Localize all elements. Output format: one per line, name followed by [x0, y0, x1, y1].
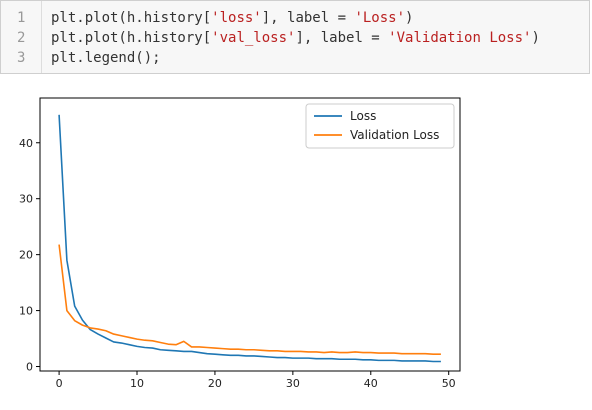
y-tick-label: 10 [19, 305, 33, 318]
code-token: ) [405, 10, 414, 26]
x-tick-label: 50 [442, 377, 456, 390]
code-token: ) [531, 30, 540, 46]
x-tick-label: 10 [130, 377, 144, 390]
legend [305, 103, 455, 149]
y-tick-label: 20 [19, 249, 33, 262]
code-token: plt.legend(); [51, 50, 161, 66]
x-tick-label: 20 [208, 377, 222, 390]
line-chart: 0 10 20 30 40 50 0 10 20 30 40 Loss Validation Loss [19, 97, 461, 390]
code-text: plt.legend(); [51, 48, 161, 68]
line-number: 1 [17, 10, 26, 26]
y-tick-label: 30 [19, 193, 33, 206]
code-string-token: 'val_loss' [211, 30, 296, 46]
code-text: plt.plot(h.history['val_loss'], label = … [51, 28, 540, 48]
code-token: ], label = [295, 30, 389, 46]
y-tick-label: 40 [19, 137, 33, 150]
code-token: plt.plot(h.history[ [51, 10, 212, 26]
line-number: 3 [17, 50, 26, 66]
code-token: ], label = [261, 10, 355, 26]
x-tick-label: 30 [286, 377, 300, 390]
line-number: 2 [17, 30, 26, 46]
code-string-token: 'Loss' [354, 10, 406, 26]
y-tick-label: 0 [26, 361, 33, 374]
x-tick-label: 40 [364, 377, 378, 390]
legend-label-0: Loss [350, 109, 376, 123]
code-cell[interactable]: 1 plt.plot(h.history['loss'], label = 'Lo… [0, 0, 590, 74]
x-tick-label: 0 [56, 377, 63, 390]
gutter-divider [41, 1, 42, 73]
code-string-token: 'Validation Loss' [388, 30, 532, 46]
code-string-token: 'loss' [211, 10, 262, 26]
series-line-1 [58, 244, 441, 356]
chart-area: 0 10 20 30 40 50 0 10 20 30 40 Loss Validation Loss [0, 88, 592, 406]
code-text: plt.plot(h.history['loss'], label = 'Los… [51, 8, 413, 28]
legend-label-1: Validation Loss [350, 128, 439, 142]
series-line-0 [58, 114, 441, 363]
code-token: plt.plot(h.history[ [51, 30, 212, 46]
